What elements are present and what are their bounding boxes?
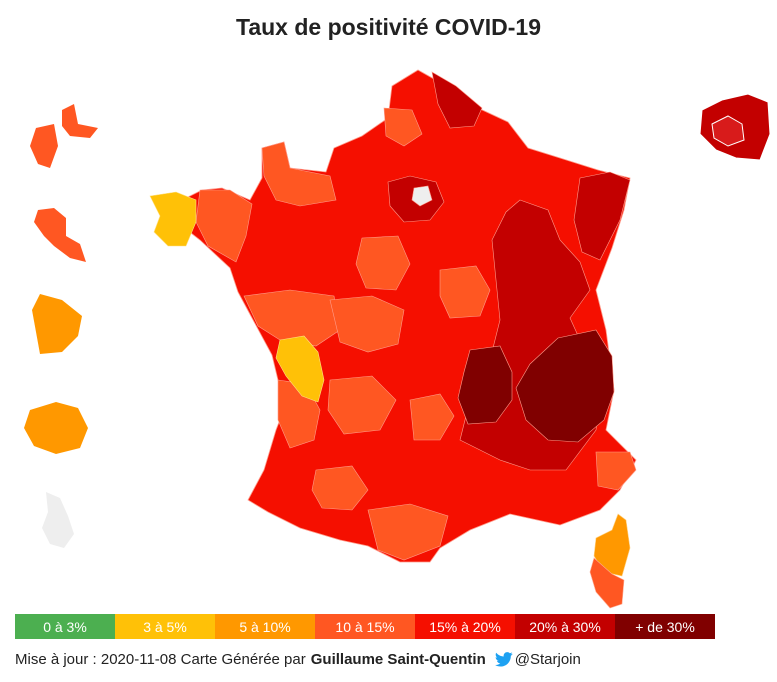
region-orange-centre bbox=[355, 235, 411, 291]
region-dark-east bbox=[573, 171, 631, 261]
color-legend: 0 à 3% 3 à 5% 5 à 10% 10 à 15% 15% à 20%… bbox=[15, 614, 715, 639]
region-orange-limousin bbox=[327, 375, 397, 435]
region-orange-allier bbox=[439, 265, 491, 319]
region-orange-paca bbox=[595, 451, 637, 491]
region-orange-poitou bbox=[329, 295, 405, 353]
region-maroon-loire bbox=[457, 345, 513, 425]
map-title: Taux de positivité COVID-19 bbox=[235, 14, 542, 40]
region-orange-ariege bbox=[367, 503, 449, 561]
legend-10-15: 10 à 15% bbox=[315, 614, 415, 639]
legend-30-plus: + de 30% bbox=[615, 614, 715, 639]
legend-15-20: 15% à 20% bbox=[415, 614, 515, 639]
legend-label: 5 à 10% bbox=[239, 618, 291, 635]
region-orange-ouest bbox=[243, 289, 341, 347]
twitter-handle[interactable]: @Starjoin bbox=[514, 651, 581, 668]
guadeloupe bbox=[30, 104, 98, 168]
guyane bbox=[32, 294, 82, 354]
author-name: Guillaume Saint-Quentin bbox=[310, 651, 486, 668]
legend-label: 3 à 5% bbox=[143, 618, 187, 635]
legend-label: + de 30% bbox=[635, 618, 695, 635]
region-vendee bbox=[275, 335, 325, 403]
legend-5-10: 5 à 10% bbox=[215, 614, 315, 639]
update-prefix: Mise à jour : bbox=[15, 651, 101, 668]
region-orange-cantal bbox=[409, 393, 455, 441]
legend-0-3: 0 à 3% bbox=[15, 614, 115, 639]
region-orange-bretagne-nord bbox=[261, 141, 337, 207]
legend-label: 0 à 3% bbox=[43, 618, 87, 635]
legend-label: 15% à 20% bbox=[429, 618, 501, 635]
corse-south bbox=[589, 557, 625, 609]
region-paris bbox=[411, 185, 433, 207]
map-footer: Mise à jour : 2020-11-08 Carte Générée p… bbox=[15, 651, 581, 668]
twitter-bird-icon bbox=[494, 652, 513, 667]
region-orange-gers bbox=[311, 465, 369, 511]
region-maroon-alps bbox=[515, 329, 615, 443]
region-finistere bbox=[149, 191, 197, 247]
idf-inset-center bbox=[711, 115, 745, 147]
la-reunion bbox=[24, 402, 88, 454]
martinique bbox=[34, 208, 86, 262]
mayotte bbox=[42, 492, 74, 548]
legend-20-30: 20% à 30% bbox=[515, 614, 615, 639]
legend-3-5: 3 à 5% bbox=[115, 614, 215, 639]
region-orange-bretagne bbox=[195, 189, 253, 263]
region-dark-nord bbox=[431, 71, 483, 129]
legend-label: 10 à 15% bbox=[335, 618, 395, 635]
generated-by-label: Carte Générée par bbox=[176, 651, 306, 668]
region-orange-picardie bbox=[383, 107, 423, 147]
legend-label: 20% à 30% bbox=[529, 618, 601, 635]
france-positivity-map bbox=[24, 69, 771, 609]
update-date: 2020-11-08 bbox=[100, 651, 177, 668]
